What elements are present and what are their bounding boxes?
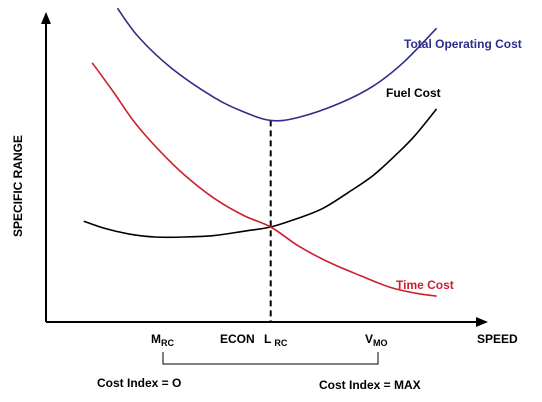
series-line-total-operating-cost (116, 7, 438, 122)
x-axis-label: SPEED (477, 332, 518, 346)
series-line-fuel-cost (83, 108, 438, 239)
cost-index-bracket (162, 352, 379, 365)
series-label-time-cost: Time Cost (396, 278, 454, 292)
x-tick-label-econ: ECON (220, 332, 255, 346)
y-axis-label: SPECIFIC RANGE (11, 135, 25, 237)
x-tick-label-mrc: MRC (151, 332, 174, 348)
cost-index-min-label: Cost Index = O (97, 376, 181, 390)
cost-index-max-label: Cost Index = MAX (319, 378, 421, 392)
series-label-fuel-cost: Fuel Cost (386, 86, 441, 100)
series-line-time-cost (91, 62, 437, 297)
series-label-total-operating-cost: Total Operating Cost (404, 37, 522, 51)
x-axis-arrow (476, 317, 488, 327)
x-tick-label-vmo: VMO (365, 332, 388, 348)
y-axis-arrow (41, 12, 51, 24)
x-tick-label-lrc: L RC (264, 332, 288, 348)
